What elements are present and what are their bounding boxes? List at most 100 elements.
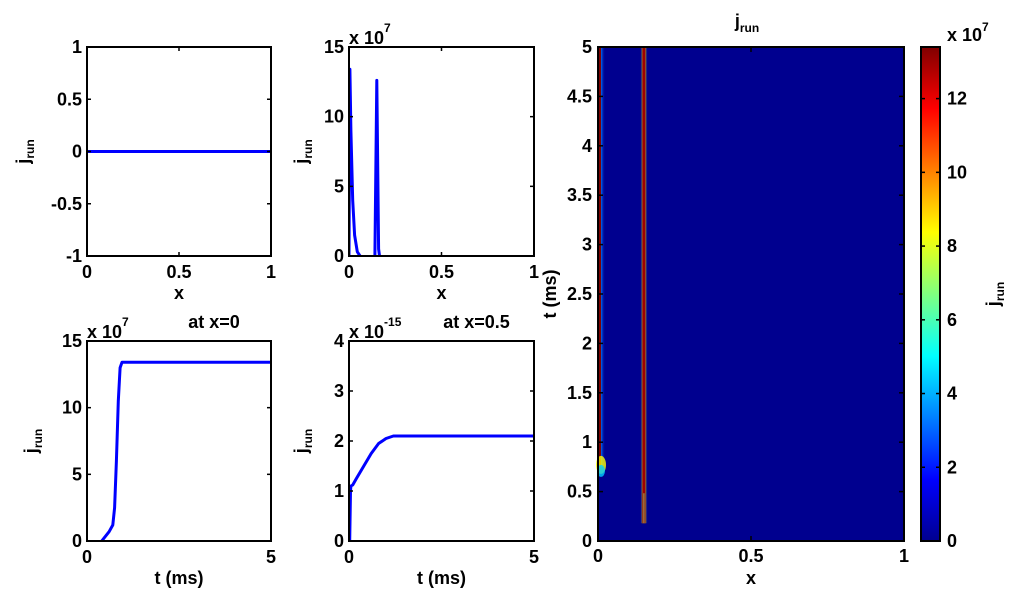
chart-title-main: j <box>734 11 740 31</box>
colorbar-tick-label: 12 <box>947 89 967 109</box>
heatmap-band <box>598 47 606 467</box>
x-tick-label: 0 <box>344 262 354 282</box>
y-tick-label: 2 <box>582 333 592 353</box>
x-axis-label: x <box>436 283 446 303</box>
y-tick-label: 15 <box>62 331 82 351</box>
axis-exponent-power: -15 <box>384 315 402 329</box>
y-axis-label: jrun <box>13 139 37 164</box>
y-axis-label-sub: run <box>301 429 315 448</box>
chart-title: at x=0.5 <box>443 312 510 332</box>
chart-title: jrun <box>734 11 759 35</box>
y-tick-label: 2 <box>334 431 344 451</box>
y-axis-label: jrun <box>291 139 315 164</box>
x-axis-label: x <box>746 568 756 588</box>
x-tick-label: 0.5 <box>166 262 191 282</box>
heatmap-background <box>598 47 904 541</box>
y-tick-label: 3.5 <box>567 185 592 205</box>
colorbar-tick-label: 6 <box>947 310 957 330</box>
y-axis-label-sub: run <box>23 139 37 158</box>
y-axis-label-main: j <box>291 159 311 165</box>
heatmap-band-onset <box>643 493 645 524</box>
heatmap-band-core <box>642 47 646 524</box>
chart-title-sub: run <box>740 21 759 35</box>
y-tick-label: -0.5 <box>51 194 82 214</box>
colorbar-tick-label: 8 <box>947 236 957 256</box>
x-tick-label: 1 <box>266 262 276 282</box>
y-tick-label: 1 <box>582 432 592 452</box>
y-tick-label: 0.5 <box>57 89 82 109</box>
chart-title: at x=0 <box>188 312 240 332</box>
y-tick-label: 4.5 <box>567 86 592 106</box>
colorbar-label-sub: run <box>993 282 1007 301</box>
y-tick-label: 0 <box>582 531 592 551</box>
y-axis-label: t (ms) <box>540 269 560 318</box>
axis-exponent: x 107 <box>349 21 391 48</box>
heatmap-band-core <box>598 47 601 467</box>
axis-exponent: x 107 <box>87 315 129 342</box>
plot-frame <box>86 340 272 542</box>
axis-exponent: x 10-15 <box>349 315 402 342</box>
colorbar-tick-label: 10 <box>947 162 967 182</box>
y-tick-label: 0 <box>72 142 82 162</box>
x-tick-label: 0 <box>344 547 354 567</box>
y-tick-label: 4 <box>582 136 592 156</box>
y-tick-label: 0 <box>334 246 344 266</box>
axis-exponent-base: x 10 <box>87 322 122 342</box>
y-axis-label-main: j <box>13 159 33 165</box>
colorbar-gradient <box>921 47 940 541</box>
axis-exponent-base: x 10 <box>349 322 384 342</box>
colorbar-tick-label: 4 <box>947 384 957 404</box>
y-axis-label-main: j <box>291 448 311 454</box>
y-tick-label: 1 <box>334 481 344 501</box>
y-tick-label: 0.5 <box>567 482 592 502</box>
x-tick-label: 5 <box>266 547 276 567</box>
y-axis-label-sub: run <box>301 139 315 158</box>
x-axis-label: t (ms) <box>155 568 204 588</box>
colorbar: 0 2 4 6 8 10 12 x 107 jrun <box>920 20 1007 551</box>
y-tick-label: 10 <box>62 398 82 418</box>
panel-bottom-left: 0 5 0 5 10 15 t (ms) jrun x 107 at x=0 <box>21 312 276 588</box>
y-axis-label: jrun <box>21 429 45 454</box>
x-tick-label: 0 <box>82 262 92 282</box>
colorbar-frame <box>920 46 941 542</box>
x-axis-label: t (ms) <box>417 568 466 588</box>
plot-area <box>349 47 534 256</box>
y-axis-label-main: j <box>21 448 41 454</box>
y-axis-label-sub: run <box>31 429 45 448</box>
y-axis-label: jrun <box>291 429 315 454</box>
y-tick-label: 5 <box>334 176 344 196</box>
colorbar-label: jrun <box>983 282 1007 307</box>
x-tick-label: 0 <box>593 546 603 566</box>
panel-top-left: 0 0.5 1 -1 -0.5 0 0.5 1 x jrun <box>13 37 276 303</box>
y-tick-label: 1 <box>72 37 82 57</box>
x-tick-label: 1 <box>529 262 539 282</box>
colorbar-tick-label: 0 <box>947 531 957 551</box>
panel-right: 0 0.5 1 0 0.5 1 1.5 2 2.5 3 3.5 4 4.5 5 x t (ms) jrun <box>540 11 909 588</box>
x-tick-label: 5 <box>529 547 539 567</box>
y-tick-label: -1 <box>66 246 82 266</box>
y-tick-label: 3 <box>334 381 344 401</box>
x-tick-label: 0.5 <box>738 546 763 566</box>
plot-area <box>349 341 534 541</box>
axis-exponent-base: x 10 <box>349 28 384 48</box>
y-tick-label: 10 <box>324 107 344 127</box>
colorbar-exponent: x 107 <box>947 20 989 45</box>
y-tick-label: 4 <box>334 331 344 351</box>
x-tick-label: 1 <box>899 546 909 566</box>
colorbar-label-main: j <box>983 301 1003 307</box>
y-tick-label: 3 <box>582 235 592 255</box>
y-tick-label: 0 <box>334 531 344 551</box>
series-line <box>373 78 381 256</box>
colorbar-exponent-power: 7 <box>982 20 989 34</box>
y-tick-label: 15 <box>324 37 344 57</box>
x-tick-label: 0.5 <box>429 262 454 282</box>
axis-exponent-power: 7 <box>384 21 391 35</box>
colorbar-exponent-base: x 10 <box>947 25 982 45</box>
x-axis-label: x <box>174 283 184 303</box>
y-tick-label: 0 <box>72 531 82 551</box>
axis-exponent-power: 7 <box>122 315 129 329</box>
x-tick-label: 0 <box>82 547 92 567</box>
y-tick-label: 1.5 <box>567 383 592 403</box>
